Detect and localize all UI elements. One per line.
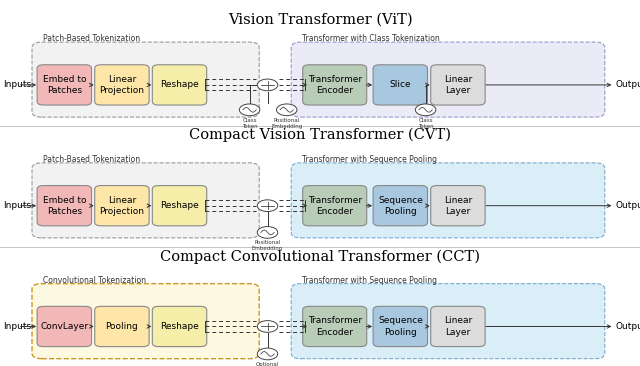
Text: Optional
Positional
Embedding: Optional Positional Embedding bbox=[252, 362, 283, 366]
FancyBboxPatch shape bbox=[32, 284, 259, 359]
FancyBboxPatch shape bbox=[291, 42, 605, 117]
FancyBboxPatch shape bbox=[303, 65, 367, 105]
FancyBboxPatch shape bbox=[373, 186, 428, 226]
Text: Output: Output bbox=[616, 81, 640, 89]
Text: Linear
Projection: Linear Projection bbox=[99, 75, 145, 95]
Text: Positional
Embedding: Positional Embedding bbox=[252, 240, 283, 251]
Text: Linear
Projection: Linear Projection bbox=[99, 196, 145, 216]
Text: Slice: Slice bbox=[390, 81, 411, 89]
Text: Patch-Based Tokenization: Patch-Based Tokenization bbox=[43, 34, 140, 43]
Circle shape bbox=[257, 227, 278, 238]
Text: Class
Token: Class Token bbox=[242, 118, 257, 129]
Text: Linear
Layer: Linear Layer bbox=[444, 317, 472, 336]
Text: Transformer with Sequence Pooling: Transformer with Sequence Pooling bbox=[302, 155, 437, 164]
Text: Reshape: Reshape bbox=[160, 322, 199, 331]
FancyBboxPatch shape bbox=[291, 163, 605, 238]
Text: Vision Transformer (ViT): Vision Transformer (ViT) bbox=[228, 13, 412, 27]
Text: Transformer
Encoder: Transformer Encoder bbox=[308, 317, 362, 336]
Text: Patch-Based Tokenization: Patch-Based Tokenization bbox=[43, 155, 140, 164]
FancyBboxPatch shape bbox=[431, 306, 485, 347]
FancyBboxPatch shape bbox=[431, 65, 485, 105]
Circle shape bbox=[257, 348, 278, 360]
Text: Transformer
Encoder: Transformer Encoder bbox=[308, 75, 362, 95]
FancyBboxPatch shape bbox=[32, 42, 259, 117]
Text: Transformer with Class Tokenization: Transformer with Class Tokenization bbox=[302, 34, 440, 43]
FancyBboxPatch shape bbox=[152, 65, 207, 105]
FancyBboxPatch shape bbox=[95, 306, 149, 347]
FancyBboxPatch shape bbox=[32, 163, 259, 238]
FancyBboxPatch shape bbox=[152, 186, 207, 226]
Text: Sequence
Pooling: Sequence Pooling bbox=[378, 317, 423, 336]
Text: Linear
Layer: Linear Layer bbox=[444, 196, 472, 216]
Text: Transformer with Sequence Pooling: Transformer with Sequence Pooling bbox=[302, 276, 437, 285]
Text: Output: Output bbox=[616, 322, 640, 331]
Circle shape bbox=[239, 104, 260, 116]
Text: Compact Vision Transformer (CVT): Compact Vision Transformer (CVT) bbox=[189, 128, 451, 142]
FancyBboxPatch shape bbox=[373, 306, 428, 347]
Circle shape bbox=[257, 200, 278, 212]
FancyBboxPatch shape bbox=[37, 65, 92, 105]
Text: Class
Token: Class Token bbox=[418, 118, 433, 129]
Text: Inputs: Inputs bbox=[3, 81, 31, 89]
FancyBboxPatch shape bbox=[37, 306, 92, 347]
Text: Inputs: Inputs bbox=[3, 201, 31, 210]
Circle shape bbox=[415, 104, 436, 116]
FancyBboxPatch shape bbox=[373, 65, 428, 105]
Circle shape bbox=[257, 321, 278, 332]
FancyBboxPatch shape bbox=[152, 306, 207, 347]
Text: Compact Convolutional Transformer (CCT): Compact Convolutional Transformer (CCT) bbox=[160, 250, 480, 264]
FancyBboxPatch shape bbox=[95, 65, 149, 105]
Text: Reshape: Reshape bbox=[160, 201, 199, 210]
Text: Sequence
Pooling: Sequence Pooling bbox=[378, 196, 423, 216]
Text: Linear
Layer: Linear Layer bbox=[444, 75, 472, 95]
Text: Convolutional Tokenization: Convolutional Tokenization bbox=[43, 276, 146, 285]
Text: Pooling: Pooling bbox=[106, 322, 138, 331]
Text: ConvLayer: ConvLayer bbox=[40, 322, 88, 331]
Circle shape bbox=[276, 104, 297, 116]
Text: Inputs: Inputs bbox=[3, 322, 31, 331]
Text: Reshape: Reshape bbox=[160, 81, 199, 89]
Circle shape bbox=[257, 79, 278, 91]
FancyBboxPatch shape bbox=[291, 284, 605, 359]
Text: Embed to
Patches: Embed to Patches bbox=[43, 75, 86, 95]
Text: Embed to
Patches: Embed to Patches bbox=[43, 196, 86, 216]
Text: Output: Output bbox=[616, 201, 640, 210]
Text: Transformer
Encoder: Transformer Encoder bbox=[308, 196, 362, 216]
FancyBboxPatch shape bbox=[303, 186, 367, 226]
FancyBboxPatch shape bbox=[95, 186, 149, 226]
FancyBboxPatch shape bbox=[37, 186, 92, 226]
FancyBboxPatch shape bbox=[431, 186, 485, 226]
Text: Positional
Embedding: Positional Embedding bbox=[271, 118, 302, 129]
FancyBboxPatch shape bbox=[303, 306, 367, 347]
